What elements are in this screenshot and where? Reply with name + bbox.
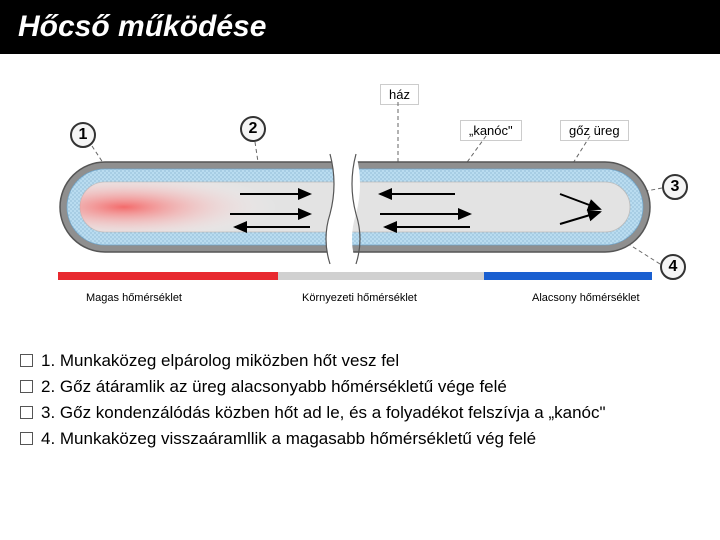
list-text: 2. Gőz átáramlik az üreg alacsonyabb hőm… xyxy=(41,376,507,398)
list-item: 2. Gőz átáramlik az üreg alacsonyabb hőm… xyxy=(20,376,700,398)
list-text: 1. Munkaközeg elpárolog miközben hőt ves… xyxy=(41,350,399,372)
page-title: Hőcső működése xyxy=(0,0,720,54)
checkbox-icon xyxy=(20,406,33,419)
temp-bar-mid xyxy=(278,272,484,280)
temp-bar-low xyxy=(484,272,652,280)
checkbox-icon xyxy=(20,354,33,367)
list-item: 3. Gőz kondenzálódás közben hőt ad le, é… xyxy=(20,402,700,424)
list-item: 4. Munkaközeg visszaáramllik a magasabb … xyxy=(20,428,700,450)
list-text: 3. Gőz kondenzálódás közben hőt ad le, é… xyxy=(41,402,606,424)
checkbox-icon xyxy=(20,380,33,393)
list-text: 4. Munkaközeg visszaáramllik a magasabb … xyxy=(41,428,536,450)
temp-label-low: Alacsony hőmérséklet xyxy=(526,290,646,306)
explanation-list: 1. Munkaközeg elpárolog miközben hőt ves… xyxy=(0,334,720,450)
checkbox-icon xyxy=(20,432,33,445)
temp-label-mid: Környezeti hőmérséklet xyxy=(296,290,423,306)
temp-bar-high xyxy=(58,272,278,280)
heat-pipe-diagram: ház „kanóc" gőz üreg 1 2 3 4 xyxy=(0,54,720,334)
temp-label-high: Magas hőmérséklet xyxy=(80,290,188,306)
list-item: 1. Munkaközeg elpárolog miközben hőt ves… xyxy=(20,350,700,372)
